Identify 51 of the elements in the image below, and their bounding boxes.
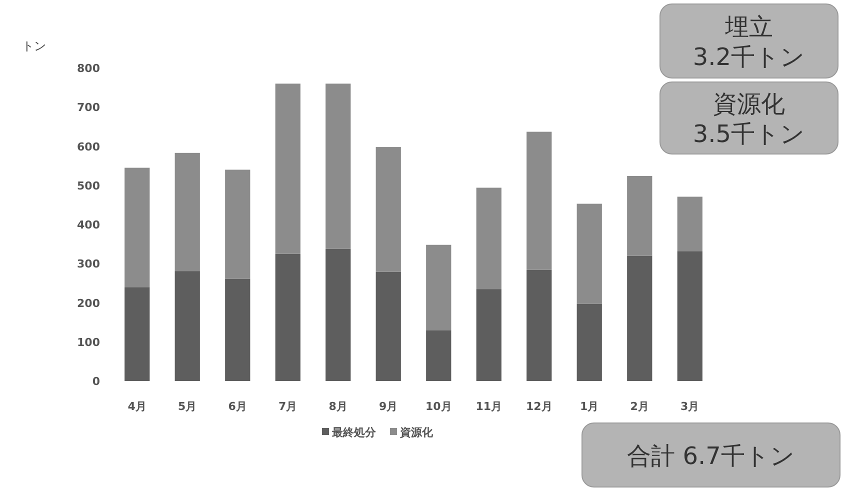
bar	[225, 170, 250, 279]
x-tick-label: 3月	[680, 400, 700, 413]
x-tick-label: 1月	[580, 400, 599, 413]
bar	[576, 204, 602, 304]
bar	[476, 188, 502, 290]
x-tick-label: 8月	[328, 400, 348, 413]
bar	[476, 289, 502, 381]
x-tick-label: 9月	[379, 400, 398, 413]
bar	[326, 248, 351, 381]
text: 合計 6.7千トン	[627, 442, 795, 470]
bar	[275, 254, 300, 381]
x-tick-label: 2月	[630, 400, 649, 413]
y-tick-label: 300	[77, 258, 100, 271]
annotation: 資源化 3.5千トン	[692, 90, 806, 148]
x-tick-label: 11月	[476, 400, 502, 413]
bar	[124, 168, 150, 288]
x-tick-label: 10月	[425, 400, 452, 413]
x-tick-label: 5月	[178, 400, 197, 413]
bar	[225, 278, 250, 381]
y-axis-title: トン	[22, 39, 46, 53]
bar	[326, 84, 351, 249]
bar	[275, 84, 300, 254]
bar	[677, 251, 702, 381]
bar	[576, 304, 602, 381]
y-tick-label: 100	[77, 336, 100, 349]
bar	[526, 132, 552, 270]
x-tick-label: 4月	[128, 400, 146, 413]
bar	[627, 176, 652, 256]
bar	[174, 271, 200, 381]
bar	[627, 256, 652, 381]
bar	[677, 196, 702, 252]
x-tick-label: 6月	[228, 400, 247, 413]
bar	[426, 244, 452, 330]
legend-label: 最終処分	[331, 426, 377, 439]
bar	[376, 147, 401, 272]
y-tick-label: 400	[77, 218, 100, 232]
y-tick-label: 500	[77, 179, 100, 192]
y-tick-label: 700	[77, 101, 100, 114]
y-tick-label: 600	[77, 140, 100, 154]
x-tick-label: 12月	[526, 400, 552, 413]
annotation: 埋立 3.2千トン	[692, 13, 806, 71]
bar	[526, 270, 552, 381]
y-tick-label: 0	[92, 375, 100, 388]
bar	[376, 272, 401, 381]
bar	[174, 152, 200, 272]
y-tick-label: 200	[77, 296, 100, 310]
legend-label: 資源化	[399, 426, 434, 439]
x-tick-label: 7月	[278, 400, 298, 413]
y-tick-label: 800	[77, 62, 100, 75]
bar	[124, 287, 150, 381]
bar	[426, 330, 452, 381]
